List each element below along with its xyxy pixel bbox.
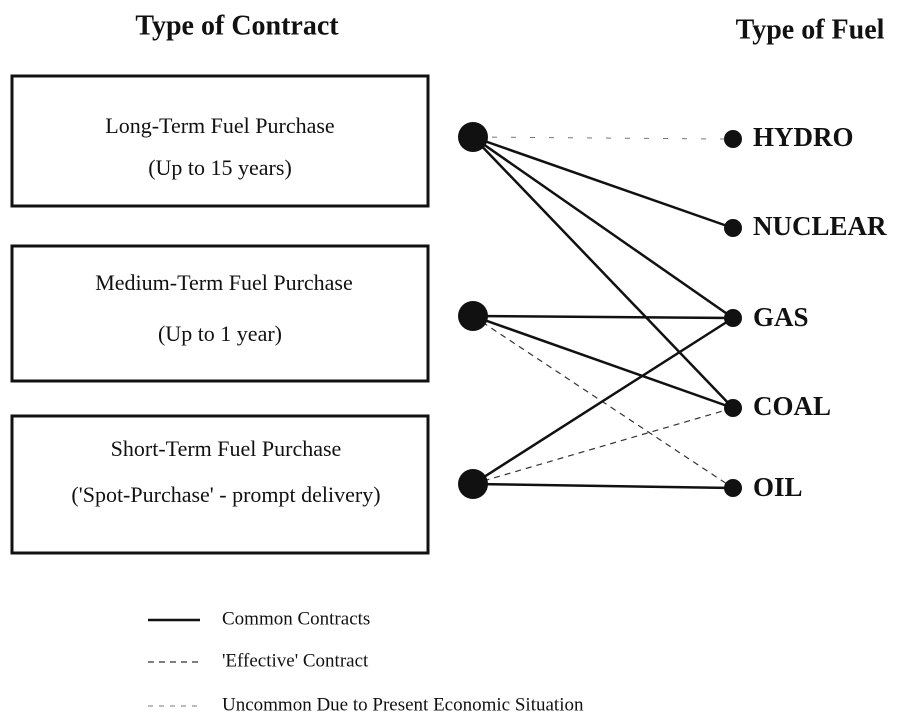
contract-node xyxy=(458,301,488,331)
edge xyxy=(472,135,734,320)
fuel-node xyxy=(724,399,742,417)
edge xyxy=(472,314,734,410)
edge xyxy=(472,314,734,320)
contract-box xyxy=(10,74,430,208)
fuel-label: HYDRO xyxy=(753,122,854,152)
contract-name: Short-Term Fuel Purchase xyxy=(111,436,342,461)
fuel-node xyxy=(724,130,742,148)
fuel-label: GAS xyxy=(753,302,809,332)
fuel-node xyxy=(724,219,742,237)
fuel-label: OIL xyxy=(753,472,803,502)
header: Type of Contract xyxy=(135,10,339,41)
fuel-node xyxy=(724,479,742,497)
contract-node xyxy=(458,122,488,152)
edge xyxy=(472,136,734,409)
legend-label: Uncommon Due to Present Economic Situati… xyxy=(222,694,584,715)
fuel-label: COAL xyxy=(753,391,831,421)
contract-box xyxy=(10,414,430,555)
contract-detail: ('Spot-Purchase' - prompt delivery) xyxy=(71,482,380,507)
fuel-label: NUCLEAR xyxy=(753,211,887,241)
fuel-node xyxy=(724,309,742,327)
contract-detail: (Up to 1 year) xyxy=(158,321,282,346)
contract-box xyxy=(10,244,430,383)
edge xyxy=(472,135,734,230)
contract-name: Long-Term Fuel Purchase xyxy=(105,113,334,138)
legend-label: Common Contracts xyxy=(222,608,370,629)
contract-node xyxy=(458,469,488,499)
contract-name: Medium-Term Fuel Purchase xyxy=(95,270,353,295)
legend-label: 'Effective' Contract xyxy=(222,650,369,671)
edges xyxy=(472,135,734,490)
header: Type of Fuel xyxy=(736,14,885,45)
edge xyxy=(472,316,734,486)
edge xyxy=(472,407,734,485)
edge xyxy=(472,136,725,140)
edge xyxy=(472,482,734,490)
contract-detail: (Up to 15 years) xyxy=(148,155,292,180)
